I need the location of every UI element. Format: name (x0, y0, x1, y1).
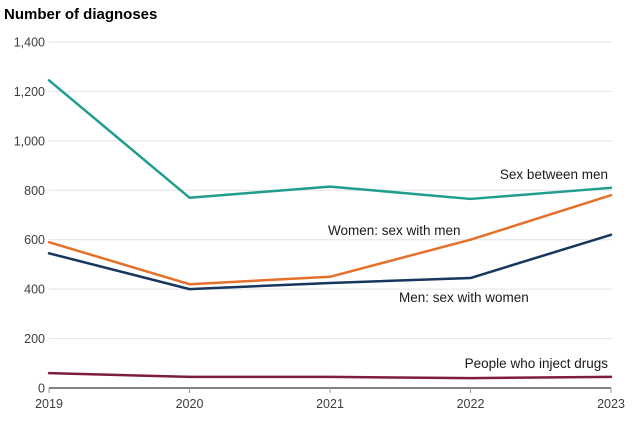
series-lines-group (47, 79, 613, 380)
y-tick-label: 1,200 (14, 85, 45, 99)
series-label-people-who-inject-drugs: People who inject drugs (465, 356, 609, 371)
x-axis-group (48, 387, 612, 393)
series-line-men-sex-with-women (47, 233, 613, 291)
y-tick-label: 1,400 (14, 36, 45, 50)
series-label-sex-between-men: Sex between men (500, 167, 608, 182)
x-tick-label: 2019 (35, 397, 63, 411)
series-line-women-sex-with-men (47, 193, 613, 286)
y-tick-label: 600 (24, 233, 45, 247)
y-tick-label: 200 (24, 332, 45, 346)
series-line-people-who-inject-drugs (47, 371, 613, 380)
x-tick-label: 2022 (457, 397, 485, 411)
series-label-women-sex-with-men: Women: sex with men (328, 223, 461, 238)
series-line-sex-between-men (47, 79, 613, 201)
x-tick-label: 2020 (176, 397, 204, 411)
series-labels-group: Sex between men Women: sex with men Men: s… (328, 167, 608, 371)
series-label-men-sex-with-women: Men: sex with women (399, 290, 529, 305)
y-axis-labels-group: 0 200 400 600 800 1,000 1,200 1,400 (14, 36, 45, 396)
y-tick-label: 0 (38, 382, 45, 396)
x-tick-label: 2023 (597, 397, 625, 411)
x-axis-labels-group: 2019 2020 2021 2022 2023 (35, 397, 625, 411)
gridlines-group (49, 41, 612, 340)
y-tick-label: 800 (24, 184, 45, 198)
x-tick-label: 2021 (316, 397, 344, 411)
chart-title: Number of diagnoses (4, 6, 157, 23)
y-tick-label: 400 (24, 283, 45, 297)
y-tick-label: 1,000 (14, 134, 45, 148)
